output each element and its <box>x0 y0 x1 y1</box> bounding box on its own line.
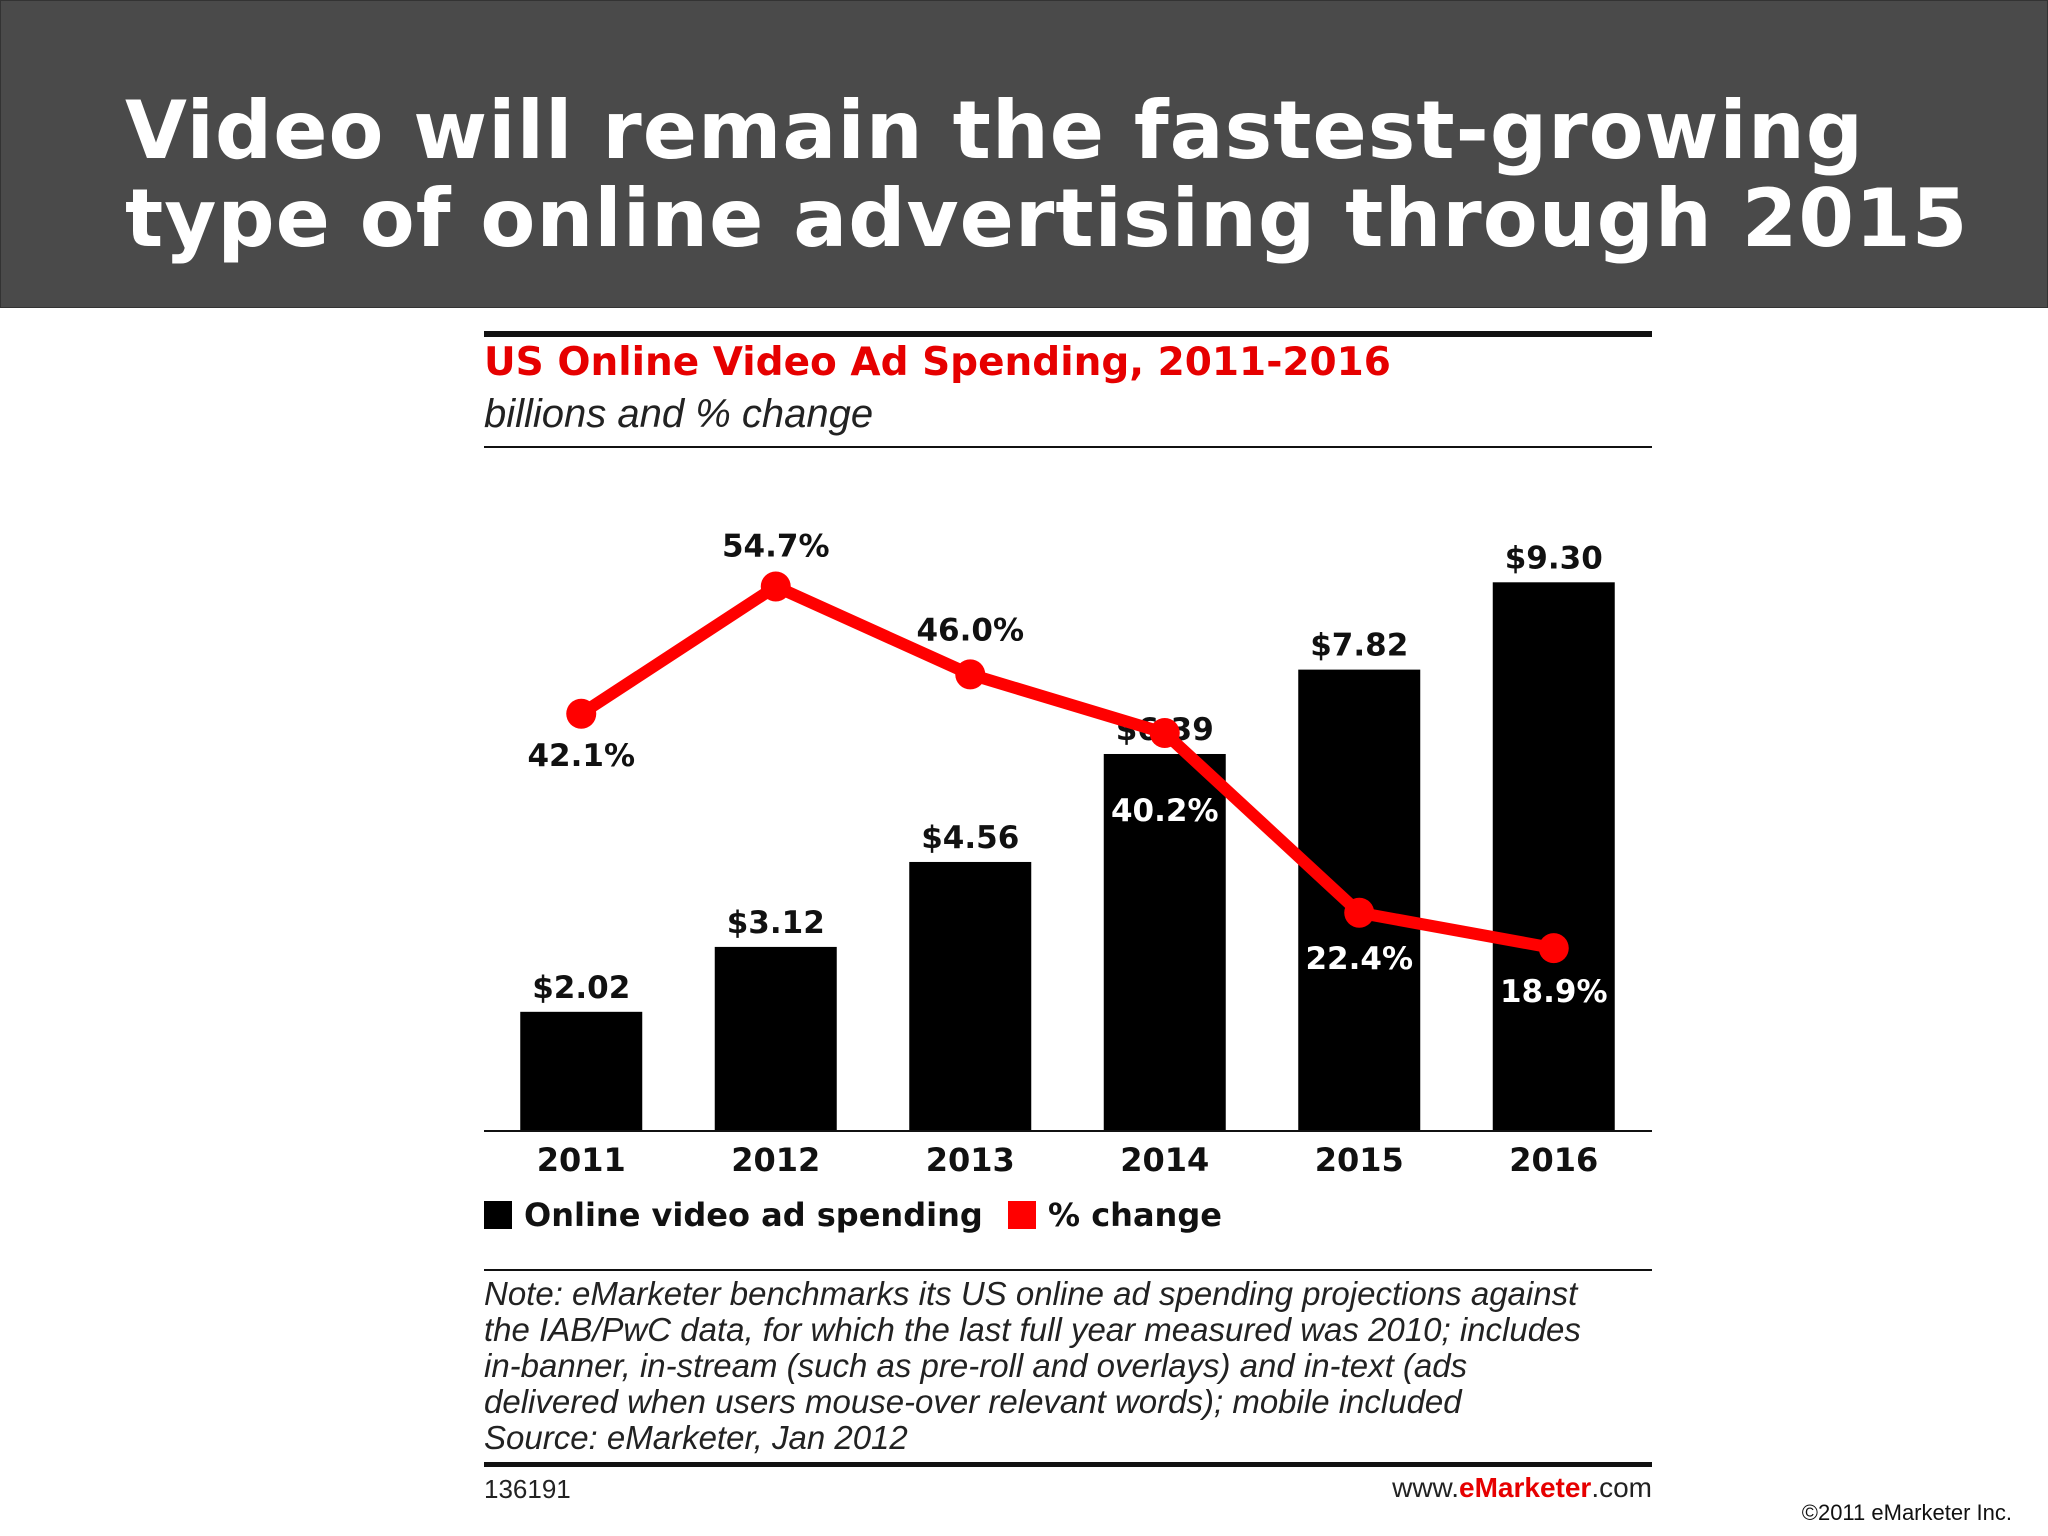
legend-label-change: % change <box>1048 1196 1222 1234</box>
site-url: www.eMarketer.com <box>1362 1472 1652 1504</box>
footer-rule <box>484 1462 1652 1467</box>
x-tick-label: 2015 <box>1315 1141 1404 1179</box>
bar-2016 <box>1492 582 1615 1131</box>
pct-change-point <box>1344 897 1375 928</box>
x-tick-label: 2014 <box>1120 1141 1209 1179</box>
site-suffix: .com <box>1591 1472 1652 1503</box>
legend-item-spending: Online video ad spending <box>484 1196 983 1234</box>
note-line: the IAB/PwC data, for which the last ful… <box>484 1311 1581 1348</box>
legend-item-change: % change <box>1008 1196 1222 1234</box>
pct-change-point <box>955 659 986 690</box>
chart-top-rule <box>484 331 1652 337</box>
note-top-rule <box>484 1269 1652 1271</box>
bar-2014 <box>1103 753 1226 1131</box>
pct-change-label: 18.9% <box>1500 974 1608 1010</box>
bar-value-label: $2.02 <box>532 970 630 1006</box>
chart-subtitle: billions and % change <box>484 392 874 436</box>
x-tick-label: 2013 <box>926 1141 1015 1179</box>
x-tick-label: 2012 <box>731 1141 820 1179</box>
pct-change-line <box>577 580 1555 955</box>
copyright: ©2011 eMarketer Inc. <box>1801 1500 2012 1525</box>
bar-value-label: $4.56 <box>921 820 1019 856</box>
pct-change-label: 42.1% <box>527 738 635 774</box>
pct-change-label: 40.2% <box>1111 793 1219 829</box>
pct-change-label: 22.4% <box>1305 941 1413 977</box>
pct-change-label: 46.0% <box>916 612 1024 648</box>
bar-2012 <box>714 946 837 1131</box>
pct-change-point <box>1149 717 1180 748</box>
pct-change-label: 54.7% <box>722 529 830 565</box>
x-tick-label: 2011 <box>537 1141 626 1179</box>
bar-2011 <box>520 1011 643 1131</box>
slide-title-line-2: type of online advertising through 2015 <box>125 172 1969 265</box>
bar-value-label: $9.30 <box>1505 540 1603 576</box>
note-line: in-banner, in-stream (such as pre-roll a… <box>484 1347 1468 1384</box>
bar-2013 <box>909 861 1032 1131</box>
chart-id: 136191 <box>484 1474 571 1504</box>
legend-swatch-spending <box>484 1201 512 1229</box>
chart-title: US Online Video Ad Spending, 2011-2016 <box>484 340 1391 385</box>
bar-value-label: $7.82 <box>1310 628 1408 664</box>
slide-header: Video will remain the fastest-growing ty… <box>0 0 2048 308</box>
site-prefix: www. <box>1392 1472 1459 1503</box>
pct-change-point <box>760 571 791 602</box>
note-line: Note: eMarketer benchmarks its US online… <box>484 1275 1578 1312</box>
x-tick-label: 2016 <box>1509 1141 1598 1179</box>
source-line: Source: eMarketer, Jan 2012 <box>484 1419 908 1456</box>
chart-note: Note: eMarketer benchmarks its US online… <box>484 1276 1654 1456</box>
bar-value-label: $3.12 <box>727 905 825 941</box>
legend-label-spending: Online video ad spending <box>524 1196 983 1234</box>
legend-swatch-change <box>1008 1201 1036 1229</box>
slide-title: Video will remain the fastest-growing ty… <box>125 87 1975 263</box>
site-brand: eMarketer <box>1459 1472 1592 1503</box>
pct-change-point <box>1538 933 1569 964</box>
pct-change-point <box>566 698 597 729</box>
note-line: delivered when users mouse-over relevant… <box>484 1383 1462 1420</box>
slide-title-line-1: Video will remain the fastest-growing <box>125 84 1865 177</box>
chart-header-rule <box>484 446 1652 448</box>
